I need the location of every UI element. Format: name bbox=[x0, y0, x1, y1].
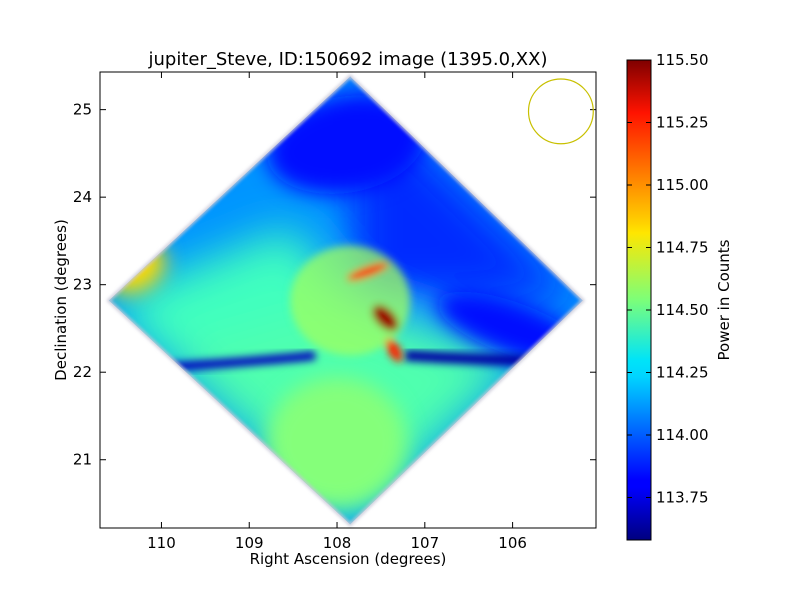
y-tick-label: 22 bbox=[73, 363, 92, 381]
plot-frame bbox=[99, 71, 597, 529]
heatmap-edge bbox=[106, 74, 585, 527]
colorbar-label: Power in Counts bbox=[715, 239, 733, 360]
heatmap-lobe-top bbox=[266, 95, 426, 194]
chart-title: jupiter_Steve, ID:150692 image (1395.0,X… bbox=[148, 49, 548, 70]
heatmap-center-halo bbox=[290, 245, 411, 356]
heatmap-peak-upper bbox=[347, 262, 389, 281]
colorbar-tick-label: 115.25 bbox=[656, 114, 709, 132]
x-axis-label: Right Ascension (degrees) bbox=[250, 550, 447, 568]
x-tick-label: 110 bbox=[147, 534, 176, 552]
beam-circle bbox=[527, 78, 594, 145]
y-axis-label: Declination (degrees) bbox=[52, 219, 70, 381]
heatmap-peak-lower bbox=[385, 338, 403, 362]
colorbar-ticks: 113.75 114.00 114.25 114.50 114.75 115.00 115.… bbox=[627, 51, 709, 507]
x-axis: 110 109 108 107 106 bbox=[147, 72, 527, 552]
heatmap-region-left bbox=[108, 226, 351, 356]
x-tick-label: 106 bbox=[498, 534, 527, 552]
colorbar bbox=[626, 59, 652, 541]
y-tick-label: 21 bbox=[73, 451, 92, 469]
colorbar-tick-label: 115.50 bbox=[656, 51, 709, 69]
y-tick-label: 24 bbox=[73, 188, 92, 206]
colorbar-tick-label: 114.50 bbox=[656, 301, 709, 319]
colorbar-tick-label: 113.75 bbox=[656, 489, 709, 507]
colorbar-tick-label: 114.25 bbox=[656, 364, 709, 382]
colorbar-tick-label: 115.00 bbox=[656, 176, 709, 194]
y-tick-label: 25 bbox=[73, 101, 92, 119]
y-tick-label: 23 bbox=[73, 276, 92, 294]
colorbar-tick-label: 114.75 bbox=[656, 239, 709, 257]
heatmap-lobe-bottom bbox=[267, 377, 408, 508]
x-tick-label: 107 bbox=[410, 534, 439, 552]
colorbar-tick-label: 114.00 bbox=[656, 426, 709, 444]
x-tick-label: 109 bbox=[235, 534, 264, 552]
heatmap-peak-central bbox=[372, 304, 399, 331]
y-axis: 21 22 23 24 25 bbox=[73, 101, 596, 469]
x-tick-label: 108 bbox=[323, 534, 352, 552]
beam-circle-shape bbox=[527, 78, 594, 145]
heatmap-image bbox=[106, 74, 585, 527]
